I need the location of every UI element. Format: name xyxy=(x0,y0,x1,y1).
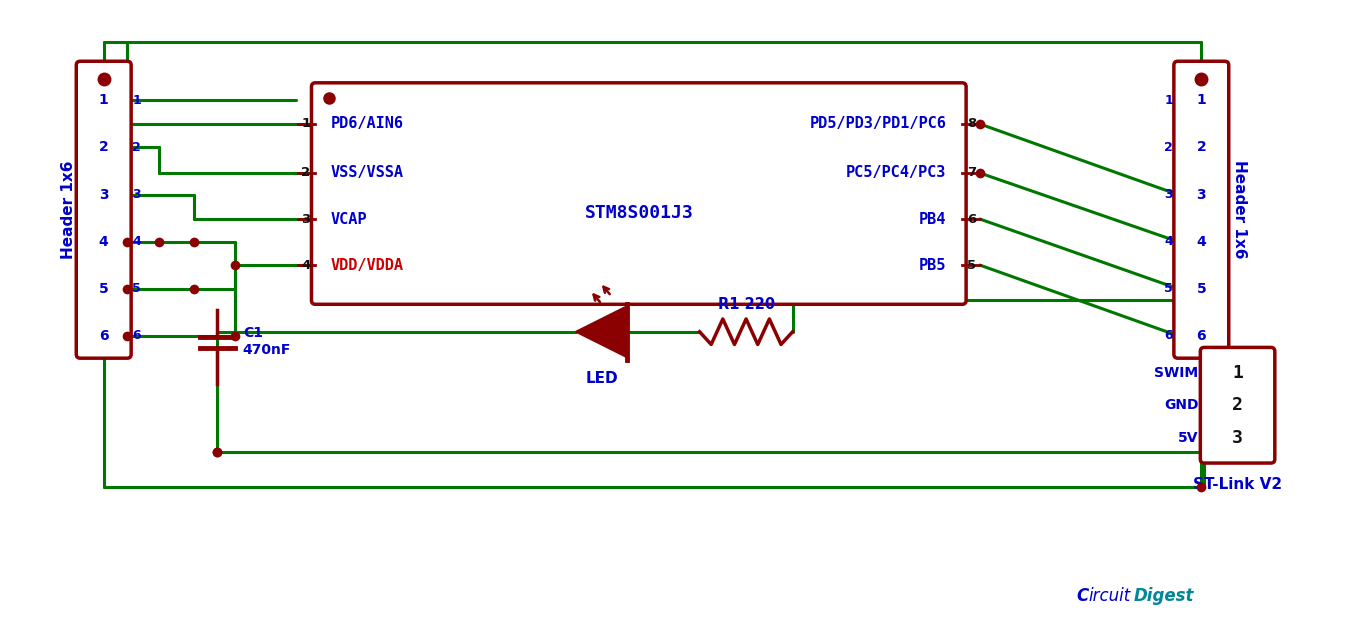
Text: Header 1x6: Header 1x6 xyxy=(61,161,76,259)
Text: PB5: PB5 xyxy=(919,257,947,273)
Text: 470nF: 470nF xyxy=(243,343,291,357)
FancyBboxPatch shape xyxy=(1201,347,1275,463)
Text: 2: 2 xyxy=(1232,396,1243,414)
Text: 5: 5 xyxy=(967,259,976,271)
Text: 2: 2 xyxy=(133,141,141,154)
Text: 4: 4 xyxy=(1196,234,1206,248)
Text: SWIM: SWIM xyxy=(1154,366,1198,380)
Text: C: C xyxy=(1077,587,1089,605)
Text: 2: 2 xyxy=(1196,141,1206,155)
Text: 1: 1 xyxy=(1232,364,1243,382)
Polygon shape xyxy=(576,306,627,357)
Text: 4: 4 xyxy=(99,234,108,248)
Text: 1: 1 xyxy=(301,117,310,131)
Text: C1: C1 xyxy=(243,326,263,340)
Text: GND: GND xyxy=(1164,398,1198,412)
Text: 2: 2 xyxy=(301,166,310,180)
Text: 3: 3 xyxy=(1232,429,1243,447)
Text: 4: 4 xyxy=(133,235,141,248)
Text: 2: 2 xyxy=(99,141,108,155)
Text: VSS/VSSA: VSS/VSSA xyxy=(331,166,404,180)
FancyBboxPatch shape xyxy=(76,61,131,358)
Text: 3: 3 xyxy=(301,213,310,225)
Text: 1: 1 xyxy=(99,94,108,108)
Text: PD5/PD3/PD1/PC6: PD5/PD3/PD1/PC6 xyxy=(810,117,947,131)
Text: Header 1x6: Header 1x6 xyxy=(1232,161,1247,259)
Text: 4: 4 xyxy=(301,259,310,271)
Text: 1: 1 xyxy=(1196,94,1206,108)
FancyBboxPatch shape xyxy=(1173,61,1229,358)
Text: 8: 8 xyxy=(967,117,977,131)
Text: 3: 3 xyxy=(1164,188,1173,201)
Text: 2: 2 xyxy=(1164,141,1173,154)
Text: PB4: PB4 xyxy=(919,211,947,227)
Text: VCAP: VCAP xyxy=(331,211,367,227)
Text: VDD/VDDA: VDD/VDDA xyxy=(331,257,404,273)
Text: LED: LED xyxy=(585,371,618,386)
Text: 3: 3 xyxy=(133,188,141,201)
Text: 6: 6 xyxy=(1196,329,1206,343)
Text: ST-Link V2: ST-Link V2 xyxy=(1192,477,1282,492)
Text: ircuit: ircuit xyxy=(1088,587,1131,605)
Text: PC5/PC4/PC3: PC5/PC4/PC3 xyxy=(846,166,947,180)
Text: 5: 5 xyxy=(1164,282,1173,295)
Text: PD6/AIN6: PD6/AIN6 xyxy=(331,117,404,131)
Text: 6: 6 xyxy=(99,329,108,343)
Text: R1 220: R1 220 xyxy=(718,297,775,311)
Text: 5: 5 xyxy=(133,282,141,295)
Text: 7: 7 xyxy=(967,166,976,180)
Text: 1: 1 xyxy=(1164,94,1173,107)
Text: 6: 6 xyxy=(967,213,977,225)
Text: Digest: Digest xyxy=(1134,587,1194,605)
Text: 6: 6 xyxy=(1164,329,1173,342)
Text: STM8S001J3: STM8S001J3 xyxy=(584,204,694,222)
Text: 1: 1 xyxy=(133,94,141,107)
Text: 5: 5 xyxy=(99,282,108,296)
Text: 5V: 5V xyxy=(1177,431,1198,445)
Text: 5: 5 xyxy=(1196,282,1206,296)
Text: 3: 3 xyxy=(99,187,108,201)
Text: 3: 3 xyxy=(1196,187,1206,201)
FancyBboxPatch shape xyxy=(312,83,966,304)
Text: 4: 4 xyxy=(1164,235,1173,248)
Text: 6: 6 xyxy=(133,329,141,342)
